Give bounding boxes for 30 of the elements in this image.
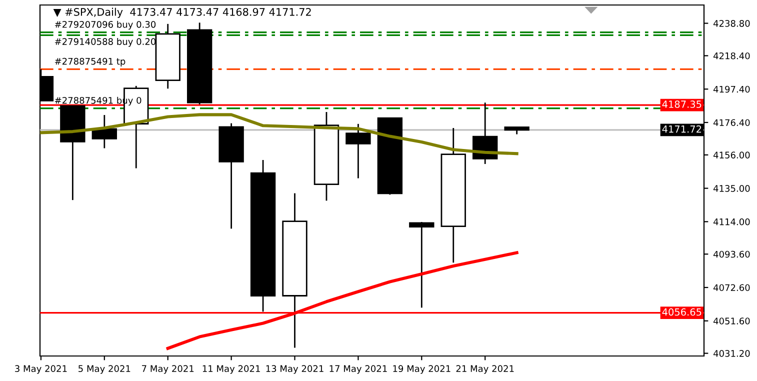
x-tick-label: 13 May 2021 — [266, 365, 324, 374]
y-tick-label: 4218.40 — [713, 52, 750, 60]
y-tick-label: 4051.60 — [713, 318, 750, 324]
y-tick-label: 4093.60 — [713, 250, 750, 258]
y-tick-label: 4176.40 — [713, 119, 750, 126]
x-tick-label: 3 May 2021 — [15, 365, 67, 374]
y-tick-label: 4135.00 — [713, 185, 750, 192]
x-tick-label: 5 May 2021 — [78, 365, 130, 374]
x-tick-label: 7 May 2021 — [142, 365, 194, 374]
x-tick-label: 17 May 2021 — [330, 365, 387, 374]
y-tick-label: 4197.40 — [713, 86, 750, 93]
y-tick-label: 4156.00 — [713, 152, 750, 158]
chart-title: ▼ #SPX,Daily 4173.47 4173.47 4168.97 4171.72 — [53, 8, 311, 18]
ref-line-label: 4187.35 — [662, 100, 702, 108]
line-series — [40, 113, 518, 156]
y-tick-label: 4031.20 — [713, 350, 750, 357]
y-tick-label: 4238.80 — [713, 20, 750, 27]
ref-line-label: #279140588 buy 0.20 — [54, 38, 156, 47]
x-tick-label: 19 May 2021 — [393, 365, 450, 374]
x-tick-label: 11 May 2021 — [202, 365, 260, 374]
ref-line-label: 4056.65 — [662, 308, 702, 316]
y-tick-label: 4114.00 — [713, 218, 750, 226]
candlestick — [409, 221, 434, 308]
candlestick — [92, 114, 117, 149]
x-tick-label: 21 May 2021 — [456, 365, 514, 374]
ref-line-label: #278875491 tp — [54, 58, 126, 66]
ref-line-label: #279207096 buy 0.30 — [54, 20, 156, 30]
ref-line-label: 4171.72 — [662, 125, 702, 133]
candlestick — [346, 123, 371, 179]
y-tick-label: 4072.60 — [713, 284, 750, 292]
